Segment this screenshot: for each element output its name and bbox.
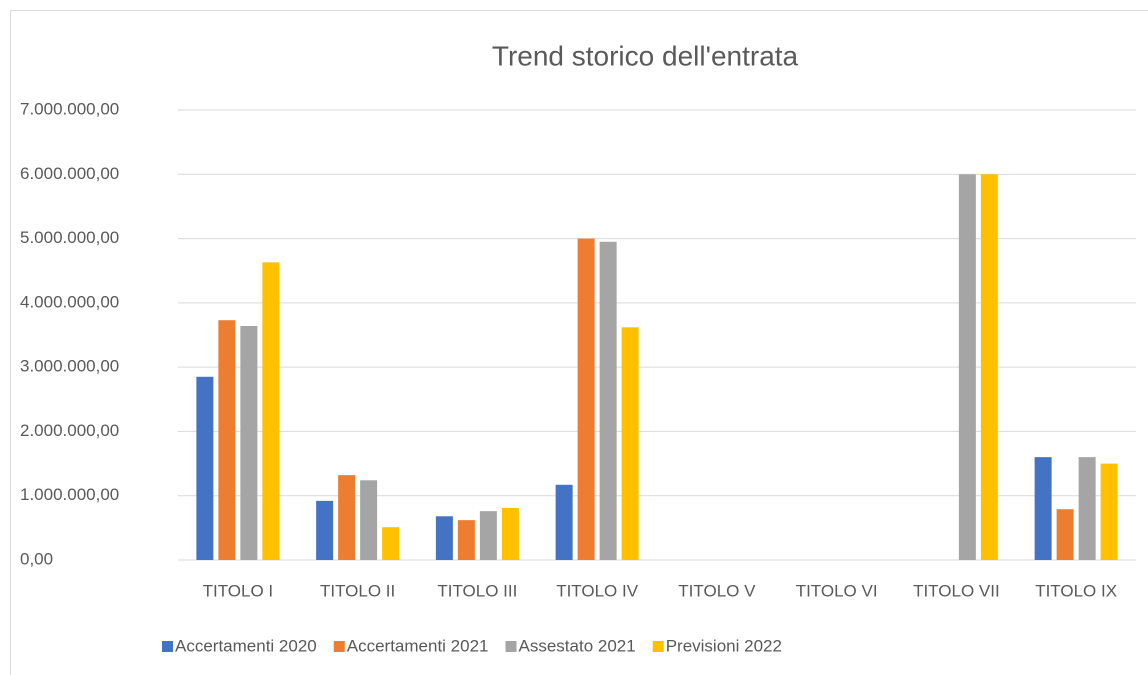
y-tick-label: 2.000.000,00: [20, 421, 119, 440]
x-tick-label: TITOLO IX: [1035, 581, 1117, 600]
x-tick-label: TITOLO IV: [556, 581, 639, 600]
bar: [196, 376, 214, 560]
legend-swatch: [505, 641, 517, 652]
bar: [1056, 509, 1074, 560]
y-tick-label: 5.000.000,00: [20, 228, 119, 247]
bar: [382, 527, 400, 560]
bar: [577, 238, 595, 561]
bar: [1078, 457, 1096, 560]
bar: [240, 326, 258, 560]
legend-label: Accertamenti 2020: [175, 636, 317, 655]
legend-label: Accertamenti 2021: [347, 636, 489, 655]
bar: [262, 262, 280, 560]
legend-swatch: [652, 641, 664, 652]
x-tick-label: TITOLO V: [678, 581, 756, 600]
legend-label: Assestato 2021: [519, 636, 636, 655]
bar: [479, 511, 497, 560]
bar: [958, 174, 976, 561]
bar: [435, 516, 453, 560]
y-tick-label: 1.000.000,00: [20, 485, 119, 504]
legend-swatch: [162, 641, 173, 652]
bar: [1034, 457, 1052, 560]
bar: [980, 174, 998, 561]
bar: [316, 500, 334, 560]
bar: [621, 327, 639, 560]
bar: [501, 507, 519, 560]
bar: [338, 475, 356, 560]
legend-label: Previsioni 2022: [666, 636, 782, 655]
y-tick-label: 0,00: [20, 549, 53, 568]
x-tick-label: TITOLO III: [437, 581, 517, 600]
legend-swatch: [333, 641, 345, 652]
y-tick-label: 3.000.000,00: [20, 357, 119, 376]
x-tick-label: TITOLO VI: [796, 581, 878, 600]
x-tick-label: TITOLO II: [320, 581, 395, 600]
chart-title: Trend storico dell'entrata: [492, 40, 799, 71]
y-tick-label: 6.000.000,00: [20, 164, 119, 183]
x-tick-label: TITOLO I: [203, 581, 274, 600]
bar: [1100, 463, 1118, 560]
x-tick-label: TITOLO VII: [913, 581, 1000, 600]
bar: [218, 320, 236, 560]
y-tick-label: 7.000.000,00: [20, 99, 119, 118]
bar: [555, 484, 573, 560]
y-tick-label: 4.000.000,00: [20, 292, 119, 311]
bar: [599, 241, 617, 561]
bar: [360, 480, 378, 560]
bar: [457, 520, 475, 560]
